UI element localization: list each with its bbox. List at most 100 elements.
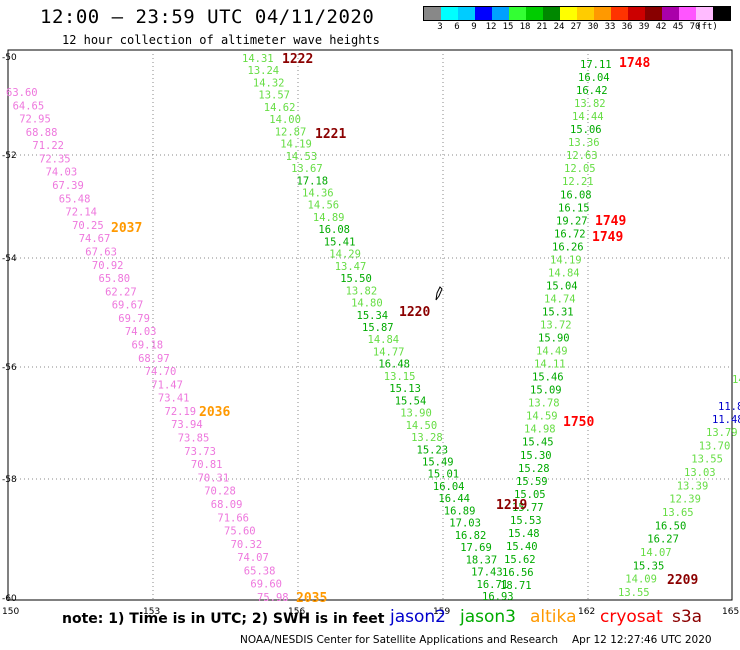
cryosat-swh-value: 19.27	[556, 215, 588, 227]
s3a-swh-value: 14.80	[351, 298, 383, 310]
pass-label-cryosat: 1748	[619, 56, 650, 71]
cryosat-swh-value: 13.72	[540, 320, 572, 332]
s3a-swh-value: 16.82	[455, 530, 487, 542]
color-swatch	[526, 7, 543, 20]
cryosat-swh-value: 15.90	[538, 333, 570, 345]
s3a-swh-value: 13.57	[258, 90, 290, 102]
cryosat-swh-value: 15.06	[570, 124, 602, 136]
pass-label-altika: 2036	[199, 405, 230, 420]
cryosat-swh-value: 15.09	[530, 385, 562, 397]
s3a-swh-value: 14.84	[368, 334, 400, 346]
s3a-swh-value: 13.28	[411, 432, 443, 444]
s3a-swh-value: 16.93	[482, 591, 514, 603]
map-title: 12:00 – 23:59 UTC 04/11/2020	[40, 6, 375, 28]
altika-swh-value: 69.67	[112, 300, 144, 312]
pass-label-cryosat: 1750	[563, 415, 594, 430]
legend-jason2: jason2	[390, 607, 446, 627]
s3a-swh-value: 15.23	[417, 444, 449, 456]
altika-swh-value: 73.85	[178, 433, 210, 445]
pass-label-s3a: 1222	[282, 52, 313, 67]
altika-swh-value: 71.66	[217, 512, 249, 524]
altika-swh-value: 68.09	[211, 499, 243, 511]
color-swatch	[577, 7, 594, 20]
pass-label-s3a: 1220	[399, 305, 430, 320]
s3a-swh-value: 13.47	[335, 261, 367, 273]
s3a-swh-value: 13.82	[346, 285, 378, 297]
s3a-swh-value-right: 15.35	[633, 560, 665, 572]
s3a-swh-value: 14.29	[329, 249, 361, 261]
cryosat-swh-value: 16.42	[576, 85, 608, 97]
color-scale-ticks: 3 6 9 12 15 18 21 24 27 30 33 36 39 42 45 70 (ft)	[423, 22, 740, 34]
color-scale-bar	[423, 6, 731, 21]
altika-swh-value: 73.41	[158, 393, 190, 405]
s3a-swh-value-right: 13.55	[618, 587, 650, 599]
s3a-swh-value: 14.77	[373, 347, 405, 359]
altika-swh-value: 70.81	[191, 459, 223, 471]
pass-label-s3a: 2209	[667, 573, 698, 588]
footer-credit: NOAA/NESDIS Center for Satellite Applica…	[240, 634, 558, 646]
color-tick-label: 15	[502, 22, 514, 32]
color-swatch	[628, 7, 645, 20]
s3a-swh-value: 15.34	[357, 310, 389, 322]
color-tick-label: 36	[621, 22, 633, 32]
color-swatch	[560, 7, 577, 20]
altika-swh-value: 71.22	[32, 140, 64, 152]
pass-label-altika: 2035	[296, 591, 327, 606]
color-swatch	[713, 7, 730, 20]
altika-swh-value: 74.03	[46, 167, 78, 179]
altika-swh-value: 71.47	[151, 379, 183, 391]
s3a-swh-value: 14.56	[308, 200, 340, 212]
cryosat-swh-value: 15.28	[518, 463, 550, 475]
cryosat-swh-value: 14.98	[524, 424, 556, 436]
jason2-swh-value: 11.8	[718, 401, 740, 413]
color-tick-label: (ft)	[696, 22, 718, 32]
altika-swh-value: 72.19	[165, 406, 197, 418]
color-tick-label: 33	[604, 22, 616, 32]
s3a-swh-value: 15.50	[340, 273, 372, 285]
s3a-swh-value: 15.49	[422, 457, 454, 469]
s3a-swh-value: 14.53	[286, 151, 318, 163]
s3a-swh-value-right: 14.09	[625, 574, 657, 586]
pass-label-cryosat: 1749	[595, 214, 626, 229]
altika-swh-value: 70.32	[231, 539, 263, 551]
cryosat-swh-value: 12.63	[566, 150, 598, 162]
color-tick-label: 42	[655, 22, 667, 32]
s3a-swh-value: 16.04	[433, 481, 465, 493]
s3a-swh-value: 16.08	[318, 224, 350, 236]
pass-label-s3a: 1221	[315, 127, 346, 142]
lat-tick-label: -52	[2, 151, 17, 161]
color-swatch	[611, 7, 628, 20]
s3a-swh-value: 17.43	[471, 567, 503, 579]
color-tick-label: 39	[638, 22, 650, 32]
cryosat-swh-value: 15.05	[514, 489, 546, 501]
lat-tick-label: -54	[2, 254, 17, 264]
cryosat-swh-value: 14.59	[526, 411, 558, 423]
cryosat-swh-value: 14.49	[536, 346, 568, 358]
altika-swh-value: 65.48	[59, 193, 91, 205]
s3a-swh-value: 17.18	[297, 175, 329, 187]
s3a-swh-value-right: 13.03	[684, 467, 716, 479]
s3a-swh-value: 13.67	[291, 163, 323, 175]
color-tick-label: 9	[471, 22, 477, 32]
cryosat-swh-value: 15.31	[542, 307, 574, 319]
color-tick-label: 12	[485, 22, 497, 32]
lon-tick-label: 150	[2, 607, 19, 617]
color-swatch	[679, 7, 696, 20]
pass-label-cryosat: 1749	[592, 230, 623, 245]
color-swatch	[458, 7, 475, 20]
color-swatch	[645, 7, 662, 20]
color-tick-label: 6	[454, 22, 460, 32]
footer: NOAA/NESDIS Center for Satellite Applica…	[240, 634, 712, 646]
altika-swh-value: 72.95	[19, 114, 51, 126]
legend-altika: altika	[530, 607, 577, 627]
altika-swh-value: 63.60	[6, 87, 38, 99]
s3a-swh-value: 14.62	[264, 102, 296, 114]
s3a-swh-value-right: 13.70	[699, 440, 731, 452]
altika-swh-value: 75.98	[257, 592, 289, 604]
s3a-swh-value: 15.41	[324, 236, 356, 248]
s3a-swh-value: 16.89	[444, 505, 476, 517]
altika-swh-value: 73.94	[171, 419, 203, 431]
s3a-swh-value: 15.13	[389, 383, 421, 395]
